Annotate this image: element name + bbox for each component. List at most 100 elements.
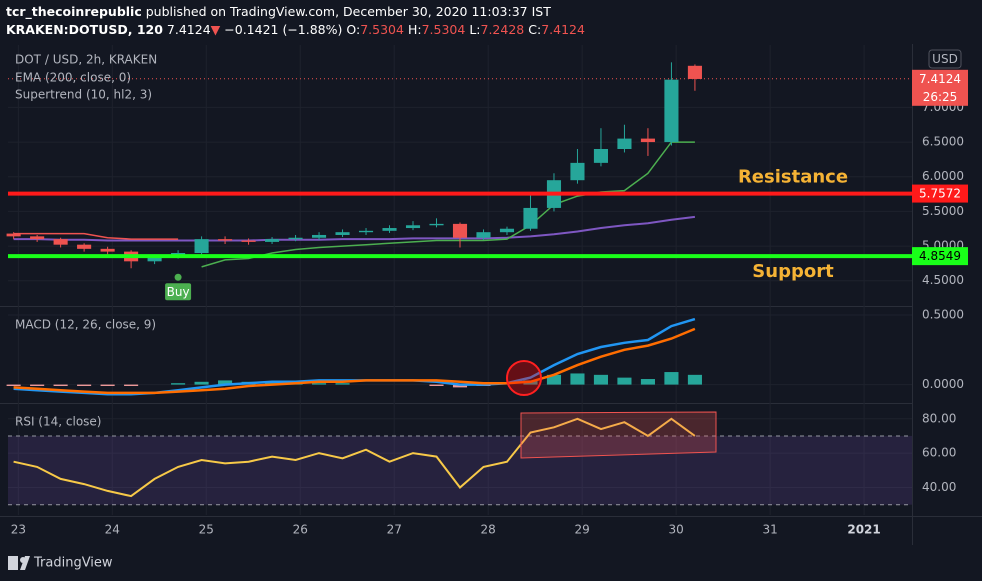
currency: USD: [932, 52, 958, 66]
histogram-bar: [335, 383, 350, 385]
y-tick-label: 6.5000: [922, 135, 964, 149]
histogram-bar: [30, 384, 45, 386]
countdown: 26:25: [923, 90, 958, 104]
histogram-bar: [265, 381, 280, 385]
candle-body: [476, 232, 491, 238]
candle-body: [452, 223, 468, 238]
x-tick-label: 2021: [847, 523, 880, 537]
supertrend-up: [201, 141, 695, 268]
header-line: tcr_thecoinrepublic published on Trading…: [6, 3, 585, 21]
level-value: 5.7572: [919, 187, 961, 201]
ohlc-label: H:: [407, 22, 422, 37]
macd-title: MACD (12, 26, close, 9): [15, 318, 156, 332]
price-badge: [912, 69, 968, 106]
histogram-bar: [311, 383, 327, 385]
marker-point: [174, 273, 182, 281]
histogram-bar: [593, 374, 609, 385]
price-title: DOT / USD, 2h, KRAKEN: [15, 53, 157, 67]
symbol: KRAKEN:DOTUSD, 120: [6, 22, 163, 37]
y-tick-label: 4.5000: [922, 273, 964, 287]
supertrend-down: [13, 232, 179, 240]
ohlc-label: C:: [528, 22, 542, 37]
histogram-bar: [640, 379, 655, 385]
x-tick-label: 30: [668, 523, 683, 537]
candle-body: [6, 233, 21, 237]
histogram-bar: [429, 384, 444, 386]
candle-body: [687, 65, 702, 79]
level-name: Support: [752, 261, 834, 282]
candle-body: [265, 239, 280, 242]
brand: TradingView: [33, 556, 113, 571]
histogram-bar: [194, 381, 209, 385]
ema-legend: EMA (200, close, 0): [15, 71, 131, 85]
candle-body: [405, 225, 421, 229]
ohlc-value: 7.5304: [421, 22, 466, 37]
x-tick-label: 26: [293, 523, 308, 537]
candle-body: [147, 257, 162, 262]
histogram-bar: [546, 374, 562, 385]
author: tcr_thecoinrepublic: [6, 4, 142, 19]
ohlc-label: O:: [346, 22, 361, 37]
candle-body: [335, 232, 350, 235]
histogram-bar: [570, 373, 585, 385]
candle-body: [30, 236, 45, 240]
histogram-bar: [124, 384, 139, 386]
candle-body: [570, 162, 585, 181]
candle-body: [53, 239, 68, 245]
level-badge: [912, 184, 968, 203]
x-tick-label: 25: [199, 523, 214, 537]
candle-body: [640, 138, 655, 143]
level-name: Resistance: [738, 167, 848, 188]
last: 7.4124: [166, 22, 211, 37]
x-tick-label: 23: [11, 523, 26, 537]
y-tick-label: 80.00: [922, 411, 956, 425]
arrow: ▼: [210, 22, 221, 37]
candle-body: [311, 234, 327, 238]
candle-body: [218, 239, 233, 241]
candle-body: [288, 237, 303, 240]
candle-body: [241, 240, 256, 242]
ohlc-label: L:: [469, 22, 481, 37]
candle-body: [617, 138, 632, 149]
histogram-bar: [53, 384, 68, 386]
candle-body: [194, 239, 209, 253]
level-value: 4.8549: [919, 249, 961, 263]
rsi-title: RSI (14, close): [15, 415, 101, 429]
candle-body: [100, 248, 115, 252]
highlight-box: [520, 411, 717, 459]
histogram-bar: [171, 383, 186, 385]
x-tick-label: 27: [387, 523, 402, 537]
histogram-bar: [77, 384, 92, 386]
histogram-bar: [617, 377, 632, 385]
x-tick-label: 31: [762, 523, 777, 537]
x-tick-label: 29: [575, 523, 590, 537]
y-tick-label: 6.0000: [922, 169, 964, 183]
histogram-bar: [6, 384, 21, 386]
supertrend-legend: Supertrend (10, hl2, 3): [15, 88, 152, 102]
price-value: 7.4124: [919, 72, 961, 86]
y-tick-label: 60.00: [922, 446, 956, 460]
histogram-bar: [687, 374, 702, 385]
ohlc-value: 7.2428: [480, 22, 525, 37]
highlight-circle: [506, 360, 542, 396]
logo-part: [20, 556, 30, 570]
rsi-band: [8, 435, 912, 505]
currency-box: [928, 49, 962, 69]
marker-box: [165, 283, 192, 301]
candle-body: [77, 244, 92, 249]
y-tick-label: 5.5000: [922, 204, 964, 218]
header: tcr_thecoinrepublic published on Trading…: [6, 3, 585, 39]
level-badge: [912, 247, 968, 266]
candle-body: [593, 149, 609, 163]
marker-text: Buy: [167, 285, 190, 299]
histogram-bar: [664, 372, 679, 385]
candle-body: [429, 223, 444, 226]
candle-body: [382, 228, 397, 231]
logo-part: [8, 556, 18, 570]
histogram-bar: [452, 384, 468, 388]
logo: [8, 556, 30, 570]
y-tick-label: 0.0000: [922, 377, 964, 391]
plot: 4.50005.00005.50006.00006.50007.00000.00…: [6, 45, 964, 537]
